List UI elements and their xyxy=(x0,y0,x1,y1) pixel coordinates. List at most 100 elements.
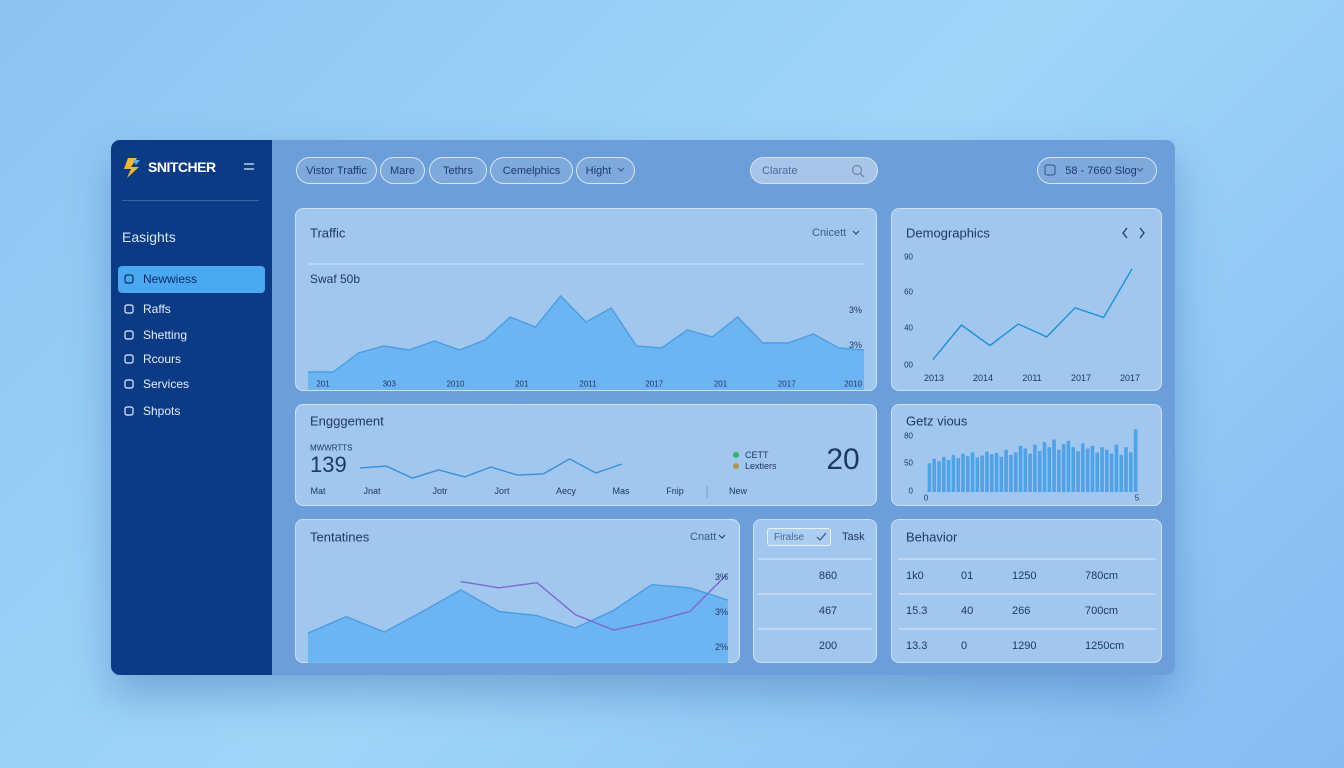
filter-chip[interactable]: Tethrs xyxy=(429,157,487,184)
nav-item[interactable]: Services xyxy=(143,377,190,391)
bar xyxy=(1028,453,1032,492)
x-label: 2017 xyxy=(1119,373,1141,383)
search-box[interactable]: Clarate xyxy=(750,157,878,184)
tasks-card xyxy=(753,519,877,663)
x-label: 303 xyxy=(382,379,396,389)
bar xyxy=(937,461,941,492)
side-label: 3% xyxy=(848,305,862,315)
y-label: 00 xyxy=(904,360,913,370)
metric: 139 xyxy=(310,452,347,477)
next-arrow[interactable] xyxy=(1139,227,1145,239)
x-label: 2011 xyxy=(579,379,597,389)
cell: 780cm xyxy=(1085,570,1119,582)
x-label: Jort xyxy=(494,486,510,496)
bar xyxy=(1023,448,1028,492)
nav-item[interactable]: Newwiess xyxy=(143,272,198,286)
table-dividers xyxy=(758,558,1156,630)
nav-item[interactable]: Rcours xyxy=(143,352,182,366)
bar xyxy=(956,458,960,492)
bar xyxy=(961,453,965,492)
cell: 1250 xyxy=(1012,570,1037,582)
filter-chip[interactable]: Mare xyxy=(380,157,425,184)
bar xyxy=(1052,439,1056,492)
side-label: 2% xyxy=(714,642,728,652)
x-label: 5 xyxy=(1134,493,1140,503)
bar xyxy=(975,457,980,492)
cell: 266 xyxy=(1012,605,1031,617)
bar xyxy=(980,455,984,492)
bar xyxy=(932,458,936,492)
nav-item[interactable]: Shpots xyxy=(143,404,181,418)
side-label: 3% xyxy=(714,572,728,582)
prev-arrow[interactable] xyxy=(1122,227,1128,239)
search-icon-handle xyxy=(859,172,865,178)
nav-icon xyxy=(124,304,134,314)
x-label: 2010 xyxy=(446,379,465,389)
card-title: Tentatines xyxy=(310,529,370,545)
logo-icon xyxy=(124,158,140,178)
sidebar xyxy=(111,140,272,675)
x-label: 2013 xyxy=(923,373,945,383)
legend-label: CETT xyxy=(745,450,769,460)
bar xyxy=(1018,445,1023,492)
bar xyxy=(1004,449,1008,492)
line xyxy=(460,572,729,631)
bar xyxy=(1066,440,1071,492)
x-label: 2011 xyxy=(1022,373,1042,383)
date-chevron xyxy=(1136,167,1144,172)
bar xyxy=(1133,429,1138,492)
cell: 15.3 xyxy=(906,605,928,617)
active-nav-bg xyxy=(118,266,265,293)
area xyxy=(308,584,728,663)
bar xyxy=(946,460,951,492)
x-label: 201 xyxy=(713,379,728,389)
nav-item[interactable]: Shetting xyxy=(143,328,188,342)
dropdown[interactable]: Cnatt xyxy=(690,531,717,543)
bar xyxy=(989,454,994,492)
filter-chip[interactable]: Hight xyxy=(576,157,635,184)
legend-dot xyxy=(733,463,739,469)
bar xyxy=(1095,452,1100,492)
filter-chip[interactable]: Firalse xyxy=(767,528,831,546)
x-label: Fnip xyxy=(666,486,684,496)
y-label: 50 xyxy=(904,458,913,468)
side-label: 3% xyxy=(714,607,728,617)
cell: 700cm xyxy=(1085,605,1119,617)
filter-chip[interactable]: Cemelphics xyxy=(490,157,573,184)
filter-chip[interactable]: Vistor Traffic xyxy=(296,157,377,184)
x-label: 2010 xyxy=(844,379,862,389)
dropdown[interactable]: Cnicett xyxy=(812,227,847,239)
bar xyxy=(985,451,989,492)
nav-icon xyxy=(124,274,134,284)
behavior-card xyxy=(891,519,1162,663)
bar xyxy=(1109,453,1114,492)
card-title: Engggement xyxy=(310,413,384,429)
x-label: 2014 xyxy=(972,373,994,383)
cell: 467 xyxy=(818,605,838,617)
bar xyxy=(1071,447,1076,492)
y-label: 60 xyxy=(904,287,913,297)
x-label: Jnat xyxy=(363,486,381,496)
cell: 0 xyxy=(961,640,968,652)
x-label: New xyxy=(728,486,748,496)
bar xyxy=(965,456,970,492)
nav-icon xyxy=(124,406,134,416)
bar xyxy=(1047,447,1052,492)
menu-icon[interactable] xyxy=(244,163,254,170)
nav-item[interactable]: Raffs xyxy=(143,302,171,316)
bar xyxy=(1061,444,1066,492)
search-icon[interactable] xyxy=(851,164,863,176)
line xyxy=(359,458,623,479)
date-range[interactable]: 58 - 7660 Slog xyxy=(1037,157,1157,184)
subtitle: Swaf 50b xyxy=(310,272,361,286)
nav-icon xyxy=(124,354,134,364)
y-label: 80 xyxy=(904,431,913,441)
tentatives-menu-chevron xyxy=(718,534,726,539)
bar xyxy=(927,463,932,492)
card-title: Traffic xyxy=(310,225,346,241)
y-label: 90 xyxy=(904,252,913,262)
